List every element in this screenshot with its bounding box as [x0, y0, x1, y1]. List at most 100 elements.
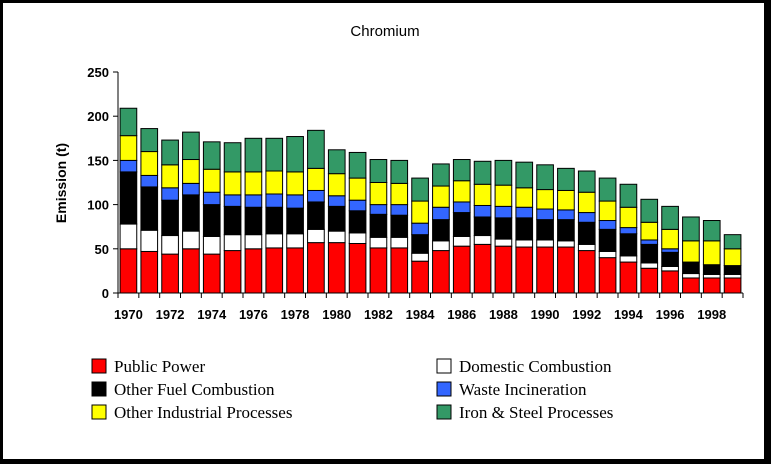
- legend-swatch: [91, 358, 107, 374]
- bar-stack-1987: [473, 160, 492, 294]
- bar-segment-1970-4: [119, 135, 138, 161]
- legend-label: Waste Incineration: [459, 380, 587, 399]
- bar-segment-1992-2: [577, 221, 596, 245]
- bar-segment-1997-5: [682, 216, 700, 242]
- bar-segment-1991-1: [557, 240, 575, 248]
- bar-segment-1974-4: [202, 168, 221, 193]
- bar-segment-1976-0: [244, 248, 263, 294]
- legend-swatch: [436, 381, 452, 397]
- bar-segment-1989-2: [515, 217, 534, 241]
- y-tick-label: 50: [95, 242, 109, 257]
- bar-segment-1977-5: [265, 137, 284, 172]
- bar-stack-1978: [286, 136, 304, 294]
- bar-stack-1980: [327, 149, 346, 294]
- bar-segment-1991-4: [557, 189, 575, 211]
- bar-segment-1999-0: [723, 277, 742, 294]
- bar-segment-1984-0: [411, 260, 429, 294]
- legend-label: Iron & Steel Processes: [459, 403, 613, 422]
- bar-segment-1980-0: [327, 242, 346, 294]
- bar-segment-1977-0: [265, 247, 284, 294]
- x-tick-label: 1986: [447, 307, 476, 322]
- bar-segment-1981-5: [348, 151, 367, 179]
- x-tick-label: 1978: [281, 307, 310, 322]
- bar-stack-1994: [619, 183, 638, 294]
- bar-stack-1973: [182, 131, 200, 294]
- bar-segment-1990-2: [536, 219, 554, 241]
- bar-segment-1996-0: [661, 270, 679, 294]
- bar-segment-1985-4: [432, 185, 450, 208]
- bar-segment-1979-3: [307, 189, 325, 203]
- bar-segment-1995-2: [640, 243, 659, 264]
- bar-segment-1999-1: [723, 273, 742, 279]
- bar-segment-1995-0: [640, 267, 659, 294]
- bar-segment-1990-3: [536, 208, 554, 221]
- bar-stack-1982: [369, 159, 388, 294]
- bar-segment-1985-5: [432, 163, 450, 187]
- bar-stack-1970: [119, 107, 138, 294]
- bar-segment-1993-1: [598, 250, 617, 259]
- legend-swatch: [436, 358, 452, 374]
- bar-segment-1978-4: [286, 171, 304, 196]
- bar-segment-1979-5: [307, 129, 325, 169]
- bar-segment-1976-3: [244, 194, 263, 208]
- bar-segment-1994-0: [619, 261, 638, 294]
- bar-stack-1983: [390, 159, 409, 294]
- bar-stack-1996: [661, 205, 679, 294]
- bar-segment-1975-5: [223, 142, 242, 173]
- bar-segment-1979-2: [307, 201, 325, 230]
- bar-segment-1982-1: [369, 236, 388, 249]
- bar-segment-1989-1: [515, 239, 534, 248]
- bar-segment-1997-1: [682, 273, 700, 279]
- bar-segment-1990-4: [536, 189, 554, 210]
- bar-segment-1982-2: [369, 213, 388, 238]
- bar-segment-1999-4: [723, 248, 742, 267]
- bar-segment-1994-5: [619, 183, 638, 208]
- bar-segment-1993-4: [598, 200, 617, 222]
- bar-segment-1971-4: [140, 151, 159, 176]
- bar-segment-1999-5: [723, 234, 742, 250]
- y-tick-label: 100: [87, 198, 109, 213]
- x-tick-label: 1976: [239, 307, 268, 322]
- bar-stack-1984: [411, 177, 429, 294]
- x-tick-label: 1984: [406, 307, 436, 322]
- bar-segment-1976-4: [244, 171, 263, 196]
- bar-segment-1979-4: [307, 167, 325, 191]
- bar-segment-1984-5: [411, 177, 429, 202]
- legend-label: Public Power: [114, 357, 205, 376]
- legend-swatch: [436, 404, 452, 420]
- bar-segment-1981-2: [348, 210, 367, 234]
- bar-segment-1992-1: [577, 243, 596, 252]
- bar-segment-1981-1: [348, 232, 367, 244]
- bar-segment-1974-2: [202, 204, 221, 237]
- bar-segment-1983-4: [390, 182, 409, 206]
- bar-segment-1979-1: [307, 228, 325, 244]
- bar-segment-1989-4: [515, 187, 534, 208]
- bar-segment-1973-1: [182, 230, 200, 250]
- bar-segment-1988-1: [494, 238, 513, 247]
- bar-segment-1976-2: [244, 206, 263, 236]
- axes: 0 50 100 150 200 250 1970 1972 1974 1976 1978 1980 1…: [87, 65, 744, 322]
- bar-segment-1997-0: [682, 277, 700, 294]
- bar-segment-1974-1: [202, 235, 221, 255]
- bar-stack-1991: [557, 167, 575, 294]
- bar-segment-1993-2: [598, 228, 617, 252]
- x-tick-label: 1996: [656, 307, 685, 322]
- bar-segment-1972-2: [161, 199, 179, 237]
- x-tick-label: 1990: [531, 307, 560, 322]
- bar-segment-1997-4: [682, 240, 700, 263]
- bar-segment-1970-2: [119, 171, 138, 225]
- bar-segment-1984-4: [411, 200, 429, 224]
- bar-segment-1998-4: [702, 240, 721, 266]
- bar-stack-1977: [265, 137, 284, 294]
- bar-segment-1983-2: [390, 214, 409, 238]
- x-tick-label: 1994: [614, 307, 644, 322]
- bar-segment-1988-0: [494, 245, 513, 294]
- bar-segment-1975-3: [223, 194, 242, 207]
- bar-segment-1974-5: [202, 141, 221, 170]
- bar-segment-1973-5: [182, 131, 200, 161]
- legend-label: Other Industrial Processes: [114, 403, 292, 422]
- y-axis-label: Emission (t): [53, 143, 69, 223]
- bar-segment-1981-4: [348, 177, 367, 201]
- bar-segment-1999-2: [723, 265, 742, 275]
- bar-segment-1971-0: [140, 250, 159, 294]
